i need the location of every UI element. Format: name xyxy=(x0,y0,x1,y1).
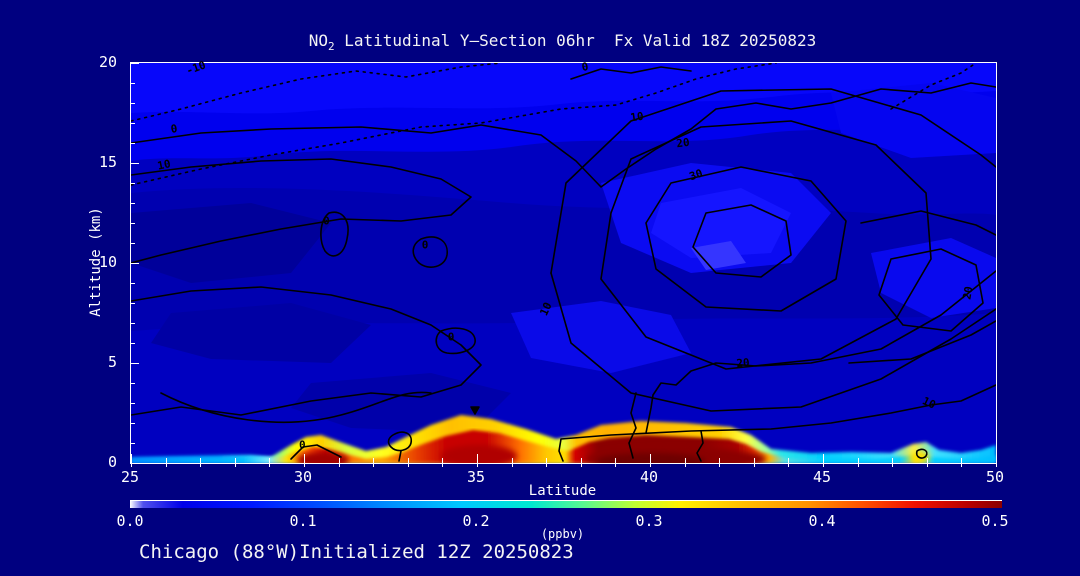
x-axis-tick-label: 40 xyxy=(639,468,659,486)
y-axis-tick-label: 20 xyxy=(98,53,117,71)
colorbar-tick-label: 0.1 xyxy=(289,512,317,530)
footer-annotation: Chicago (88°W)Initialized 12Z 20250823 xyxy=(139,541,574,563)
y-axis-tick-label: 10 xyxy=(98,253,117,271)
title-species-subscript: 2 xyxy=(328,40,335,54)
overlay-contour-lines xyxy=(131,63,996,462)
x-axis-tick-label: 35 xyxy=(466,468,486,486)
colorbar-tick-label: 0.3 xyxy=(635,512,663,530)
colorbar-tick-labels: 0.0 0.1 0.2 0.3 0.4 0.5 xyxy=(116,512,1008,530)
colorbar xyxy=(130,500,1002,508)
x-axis-tick xyxy=(996,454,997,467)
x-axis-tick-label: 50 xyxy=(985,468,1005,486)
y-axis-tick-label: 15 xyxy=(98,153,117,171)
y-axis-tick-label: 5 xyxy=(107,353,117,371)
x-axis-tick-labels: 25 30 35 40 45 50 xyxy=(121,468,1004,486)
y-axis-title: Altitude (km) xyxy=(88,207,104,317)
colorbar-unit-label: (ppbv) xyxy=(540,527,585,541)
colorbar-tick-label: 0.5 xyxy=(981,512,1009,530)
colorbar-tick-label: 0.2 xyxy=(462,512,490,530)
colorbar-tick-label: 0.4 xyxy=(808,512,836,530)
x-axis-title: Latitude xyxy=(528,483,597,499)
page-title: NO2 Latitudinal Y—Section 06hr Fx Valid … xyxy=(130,31,995,53)
y-axis-tick-label: 0 xyxy=(107,453,117,471)
title-species: NO xyxy=(308,31,328,50)
filled-contour-blue-field xyxy=(131,63,996,463)
title-text: Latitudinal Y—Section 06hr Fx Valid 18Z … xyxy=(334,31,817,50)
x-axis-tick-label: 30 xyxy=(293,468,313,486)
colorbar-tick-label: 0.0 xyxy=(116,512,144,530)
x-axis-tick-label: 45 xyxy=(812,468,832,486)
y-axis-tick-labels: 0 5 10 15 20 xyxy=(0,53,122,471)
contour-plot-canvas xyxy=(131,63,996,463)
plot-area: -10 0 10 0 0 0 0 10 20 30 10 20 20 10 0 xyxy=(130,59,997,467)
x-axis-tick-label: 25 xyxy=(120,468,140,486)
y-axis-tick xyxy=(130,463,139,464)
